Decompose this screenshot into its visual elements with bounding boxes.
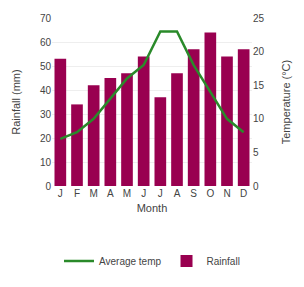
svg-text:S: S (190, 188, 197, 199)
svg-text:Temperature (°C): Temperature (°C) (280, 60, 292, 144)
svg-text:A: A (174, 188, 181, 199)
svg-text:70: 70 (40, 13, 52, 24)
svg-text:Rainfall: Rainfall (207, 256, 240, 267)
svg-text:15: 15 (253, 80, 265, 91)
svg-text:N: N (223, 188, 230, 199)
svg-text:20: 20 (253, 46, 265, 57)
svg-text:30: 30 (40, 109, 52, 120)
svg-text:F: F (74, 188, 80, 199)
svg-text:Average temp: Average temp (99, 256, 162, 267)
svg-text:0: 0 (253, 181, 259, 192)
svg-text:50: 50 (40, 61, 52, 72)
svg-text:0: 0 (45, 181, 51, 192)
svg-text:D: D (240, 188, 247, 199)
svg-text:J: J (158, 188, 163, 199)
svg-text:20: 20 (40, 133, 52, 144)
svg-text:25: 25 (253, 13, 265, 24)
svg-text:5: 5 (253, 147, 259, 158)
svg-text:Month: Month (137, 202, 168, 214)
svg-text:M: M (123, 188, 131, 199)
svg-text:A: A (107, 188, 114, 199)
svg-text:M: M (89, 188, 97, 199)
svg-text:J: J (58, 188, 63, 199)
svg-text:10: 10 (40, 157, 52, 168)
svg-text:10: 10 (253, 113, 265, 124)
svg-text:J: J (141, 188, 146, 199)
svg-text:O: O (206, 188, 214, 199)
svg-text:40: 40 (40, 85, 52, 96)
svg-text:60: 60 (40, 37, 52, 48)
svg-text:Rainfall (mm): Rainfall (mm) (10, 69, 22, 134)
